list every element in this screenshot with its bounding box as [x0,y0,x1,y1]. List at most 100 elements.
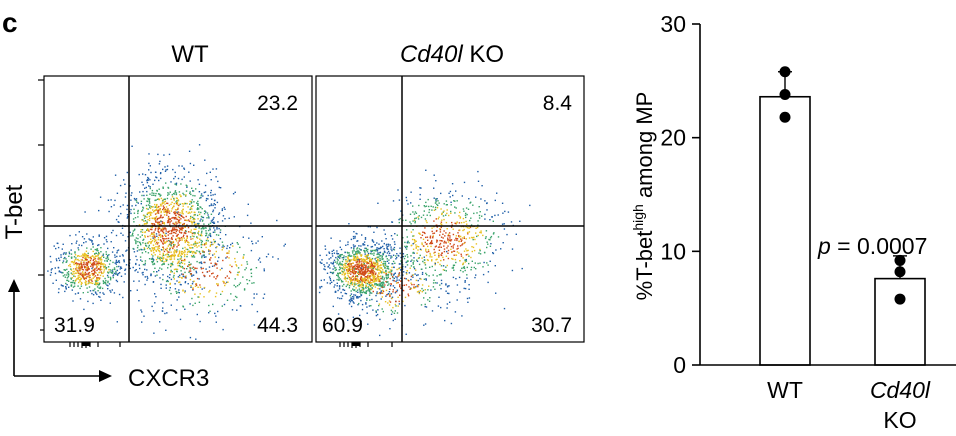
density-dot [179,203,181,205]
density-dot [98,264,100,266]
density-dot [415,246,417,248]
density-dot [456,251,459,253]
bar-chart-y-axis-label: %T-bethigh among MP [630,92,657,301]
density-dot [110,199,112,201]
density-dot [370,279,372,281]
density-dot [96,249,98,251]
density-dot [165,241,168,243]
density-dot [344,262,346,265]
density-dot [138,249,140,251]
density-dot [142,184,144,186]
density-dot [158,217,160,219]
density-dot [375,257,377,259]
density-dot [135,262,137,265]
density-dot [388,259,390,261]
density-dot [135,237,138,239]
density-dot [339,240,341,242]
density-dot [427,198,429,201]
density-dot [489,239,491,241]
density-dot [144,220,147,222]
density-dot [370,275,372,277]
density-dot [421,284,424,286]
density-dot [101,255,103,257]
density-dot [166,212,168,214]
density-dot [372,249,374,252]
density-dot [484,218,486,220]
density-dot [380,270,382,272]
density-dot [180,195,182,197]
density-dot [99,267,102,269]
density-dot [155,249,157,251]
density-dot [170,304,172,306]
density-dot [445,214,447,216]
density-dot [162,231,165,234]
density-dot [323,268,325,270]
density-dot [283,245,285,247]
density-dot [81,236,84,238]
density-dot [364,277,366,280]
density-dot [157,227,159,229]
density-dot [142,173,144,175]
density-dot [196,214,199,217]
density-dot [413,286,415,288]
density-dot [376,264,378,266]
density-dot [173,245,175,247]
density-dot [385,271,387,273]
density-dot [410,278,412,281]
density-dot [141,194,143,197]
density-dot [212,209,215,211]
density-dot [150,242,152,245]
density-dot [369,264,372,266]
density-dot [83,278,85,280]
density-dot [379,264,381,267]
density-dot [373,265,375,268]
density-dot [354,256,356,258]
density-dot [116,192,119,194]
density-dot [338,288,341,290]
density-dot [350,255,353,257]
density-dot [386,248,388,250]
density-dot [323,264,325,266]
density-dot [75,268,77,270]
density-dot [218,244,221,246]
density-dot [348,258,350,261]
density-dot [142,263,145,266]
density-dot [188,220,191,222]
density-dot [212,272,214,274]
density-dot [153,248,156,251]
density-dot [393,246,396,249]
density-dot [112,274,115,276]
density-dot [76,278,78,280]
density-dot [97,253,99,255]
density-dot [414,217,416,220]
density-dot [68,252,71,255]
density-dot [434,264,436,266]
density-dot [171,196,174,198]
density-dot [440,221,443,223]
density-dot [318,291,321,294]
density-dot [197,203,199,205]
density-dot [219,229,222,231]
density-dot [443,259,445,261]
density-dot [443,245,445,247]
density-dot [213,276,215,278]
density-dot [208,304,210,307]
density-dot [236,251,238,253]
density-dot [183,267,186,270]
density-dot [358,285,361,287]
density-dot [160,211,162,214]
density-dot [394,292,397,294]
density-dot [416,252,418,254]
density-dot [169,191,171,193]
density-dot [361,265,363,267]
density-dot [368,267,370,269]
density-dot [367,289,369,291]
density-dot [49,274,52,276]
density-dot [360,294,363,296]
density-dot [383,286,386,288]
density-dot [161,217,163,219]
density-dot [415,247,417,249]
density-dot [194,245,196,247]
density-dot [130,290,132,292]
density-dot [175,228,178,231]
